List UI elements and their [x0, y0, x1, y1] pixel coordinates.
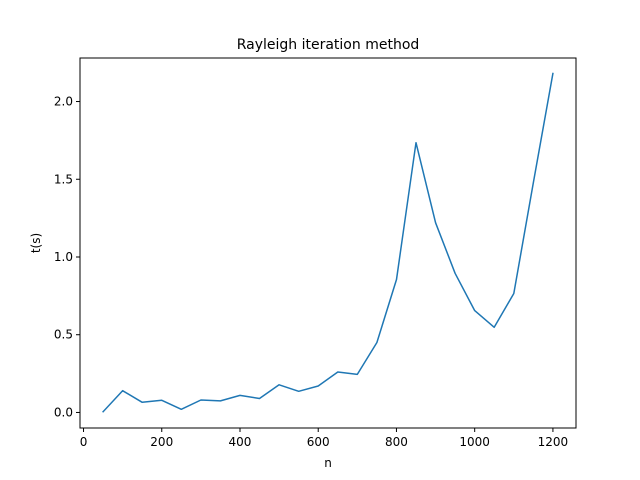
- x-tick-label: 1000: [459, 435, 490, 449]
- x-tick-label: 600: [307, 435, 330, 449]
- y-tick-label: 0.0: [54, 405, 73, 419]
- x-axis-label: n: [324, 456, 332, 470]
- y-tick-label: 1.5: [54, 172, 73, 186]
- y-tick-label: 0.5: [54, 328, 73, 342]
- x-tick-label: 1200: [538, 435, 569, 449]
- y-tick-label: 1.0: [54, 250, 73, 264]
- x-tick-label: 400: [229, 435, 252, 449]
- series-line: [102, 72, 554, 413]
- y-axis-label: t(s): [29, 233, 43, 253]
- x-tick-label: 800: [385, 435, 408, 449]
- chart-title: Rayleigh iteration method: [237, 37, 420, 53]
- x-tick-label: 0: [80, 435, 88, 449]
- x-tick-label: 200: [150, 435, 173, 449]
- plot-frame: [79, 57, 577, 429]
- y-tick-label: 2.0: [54, 95, 73, 109]
- x-axis: 0 200 400 600 800 1000 1200: [80, 428, 568, 449]
- y-axis: 0.0 0.5 1.0 1.5 2.0: [54, 95, 80, 419]
